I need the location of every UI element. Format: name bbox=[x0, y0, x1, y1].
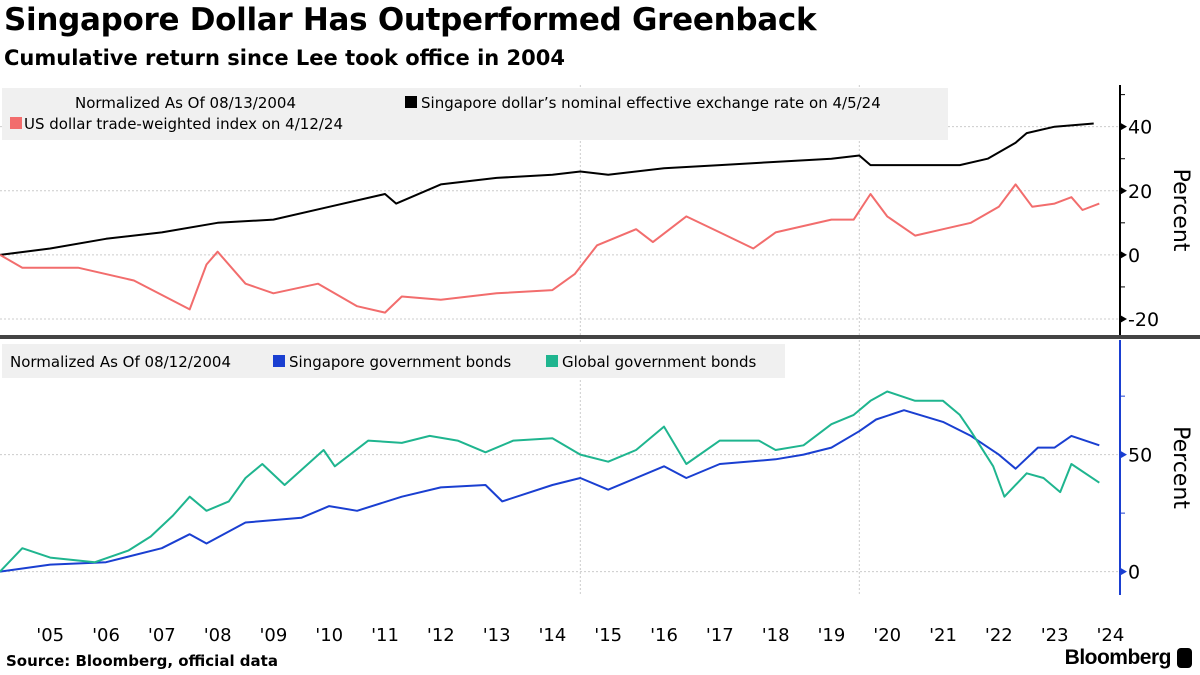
x-tick-label: '15 bbox=[594, 625, 622, 646]
y-tick-label: 40 bbox=[1128, 117, 1152, 139]
legend: Normalized As Of 08/12/2004 Singapore gov… bbox=[2, 344, 785, 378]
legend-note: Normalized As Of 08/12/2004 bbox=[10, 353, 231, 371]
y-axis-label: Percent bbox=[1168, 426, 1193, 509]
x-tick-label: '09 bbox=[259, 625, 287, 646]
x-tick-label: '06 bbox=[92, 625, 120, 646]
legend-label: Global government bonds bbox=[562, 353, 757, 371]
series-line-1 bbox=[0, 183, 1100, 314]
x-tick-label: '08 bbox=[204, 625, 232, 646]
x-tick-label: '22 bbox=[985, 625, 1013, 646]
y-tick-label: 0 bbox=[1128, 245, 1140, 267]
y-axis-label: Percent bbox=[1168, 169, 1193, 252]
panel-divider bbox=[0, 335, 1200, 339]
series-line-0 bbox=[0, 409, 1100, 573]
x-tick-label: '11 bbox=[371, 625, 399, 646]
x-tick-label: '21 bbox=[929, 625, 957, 646]
y-tick-label: -20 bbox=[1128, 309, 1159, 331]
legend-background bbox=[2, 344, 785, 378]
series-line-0 bbox=[0, 122, 1094, 256]
legend-label: Singapore government bonds bbox=[289, 353, 511, 371]
x-tick-label: '20 bbox=[873, 625, 901, 646]
x-tick-label: '10 bbox=[315, 625, 343, 646]
logo-text: Bloomberg bbox=[1064, 646, 1172, 669]
legend-swatch bbox=[10, 117, 22, 129]
y-tick-label: 0 bbox=[1128, 562, 1140, 584]
legend-label: Singapore dollar’s nominal effective exc… bbox=[421, 94, 881, 112]
x-tick-label: '19 bbox=[817, 625, 845, 646]
x-tick-label: '12 bbox=[427, 625, 455, 646]
x-tick-label: '18 bbox=[762, 625, 790, 646]
legend: Normalized As Of 08/13/2004 Singapore dol… bbox=[2, 88, 948, 140]
x-tick-label: '13 bbox=[483, 625, 511, 646]
x-tick-label: '16 bbox=[650, 625, 678, 646]
bloomberg-logo: Bloomberg bbox=[1065, 646, 1192, 670]
bloomberg-mark-icon bbox=[1177, 648, 1192, 668]
x-tick-label: '17 bbox=[706, 625, 734, 646]
x-tick-label: '24 bbox=[1096, 625, 1124, 646]
legend-background bbox=[2, 88, 948, 140]
chart-subtitle: Cumulative return since Lee took office … bbox=[4, 46, 566, 70]
legend-swatch bbox=[546, 355, 558, 367]
legend-note: Normalized As Of 08/13/2004 bbox=[75, 94, 296, 112]
source-note: Source: Bloomberg, official data bbox=[6, 652, 278, 670]
legend-swatch bbox=[405, 96, 417, 108]
legend-swatch bbox=[273, 355, 285, 367]
x-tick-label: '05 bbox=[36, 625, 64, 646]
x-tick-label: '23 bbox=[1041, 625, 1069, 646]
y-tick-label: 20 bbox=[1128, 181, 1152, 203]
x-tick-label: '07 bbox=[148, 625, 176, 646]
chart-title: Singapore Dollar Has Outperformed Greenb… bbox=[4, 2, 817, 38]
series-line-1 bbox=[0, 390, 1100, 573]
x-tick-label: '14 bbox=[538, 625, 566, 646]
legend-label: US dollar trade-weighted index on 4/12/2… bbox=[24, 115, 343, 133]
y-tick-label: 50 bbox=[1128, 445, 1152, 467]
